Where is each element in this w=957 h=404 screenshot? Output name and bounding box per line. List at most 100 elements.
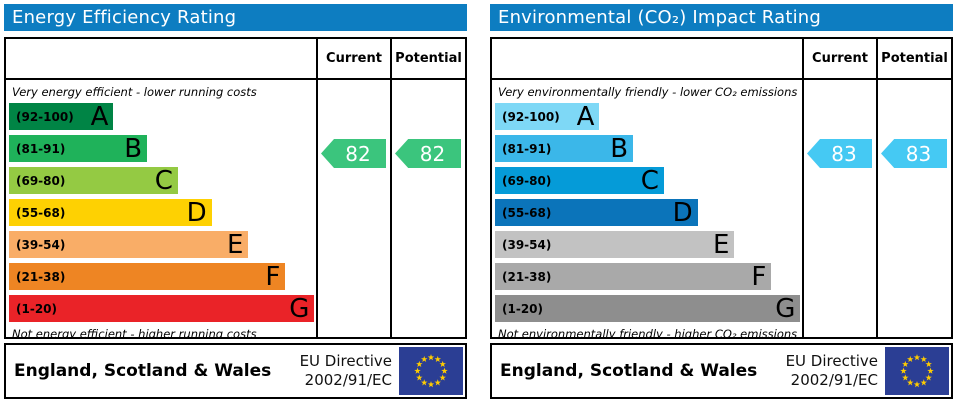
current-column-header: Current: [316, 39, 390, 78]
band-letter: F: [265, 261, 281, 292]
band-row-b: (81-91) B: [9, 135, 316, 162]
eu-directive-line1: EU Directive: [785, 352, 878, 371]
band-row-e: (39-54) E: [495, 231, 802, 258]
eu-directive-label: EU Directive 2002/91/EC: [300, 352, 392, 390]
band-letter: F: [751, 261, 767, 292]
band-row-d: (55-68) D: [495, 199, 802, 226]
band-row-e: (39-54) E: [9, 231, 316, 258]
energy-table-body: Very energy efficient - lower running co…: [6, 80, 465, 337]
band-letter: A: [90, 101, 109, 132]
energy-bottom-note: Not energy efficient - higher running co…: [12, 327, 257, 337]
eu-directive-line1: EU Directive: [299, 352, 392, 371]
eu-flag-icon: [885, 347, 949, 395]
environmental-band-c: (69-80) C: [495, 167, 664, 194]
band-letter: D: [672, 197, 693, 228]
band-range: (55-68): [16, 205, 66, 220]
energy-current-cell: 82: [316, 80, 390, 337]
eu-directive-line2: 2002/91/EC: [304, 371, 392, 389]
environmental-top-note: Very environmentally friendly - lower CO…: [498, 85, 798, 99]
band-row-c: (69-80) C: [495, 167, 802, 194]
band-row-c: (69-80) C: [9, 167, 316, 194]
band-letter: D: [186, 197, 207, 228]
environmental-table-body: Very environmentally friendly - lower CO…: [492, 80, 951, 337]
energy-potential-cell: 82: [390, 80, 465, 337]
band-range: (21-38): [502, 269, 552, 284]
environmental-current-value: 83: [831, 141, 857, 166]
energy-band-a: (92-100) A: [9, 101, 114, 132]
band-range: (55-68): [502, 205, 552, 220]
eu-directive-label: EU Directive 2002/91/EC: [786, 352, 878, 390]
energy-band-f: (21-38) F: [9, 261, 286, 292]
potential-column-header: Potential: [390, 39, 465, 78]
band-row-f: (21-38) F: [9, 263, 316, 290]
energy-current-rating-arrow: 82: [321, 139, 386, 168]
energy-panel-title: Energy Efficiency Rating: [4, 4, 467, 31]
environmental-current-rating-arrow: 83: [807, 139, 872, 168]
environmental-band-e: (39-54) E: [495, 229, 735, 260]
environmental-band-d: (55-68) D: [495, 199, 698, 226]
band-range: (92-100): [16, 109, 74, 124]
band-row-d: (55-68) D: [9, 199, 316, 226]
band-range: (1-20): [502, 301, 543, 316]
band-range: (39-54): [16, 237, 66, 252]
environmental-potential-cell: 83: [876, 80, 951, 337]
environmental-potential-rating-arrow: 83: [881, 139, 947, 168]
environmental-table-header: Current Potential: [492, 39, 951, 80]
energy-potential-value: 82: [419, 141, 446, 166]
band-range: (92-100): [502, 109, 560, 124]
band-range: (69-80): [502, 173, 552, 188]
band-row-b: (81-91) B: [495, 135, 802, 162]
environmental-footer: England, Scotland & Wales EU Directive 2…: [490, 343, 953, 399]
energy-efficiency-panel: Energy Efficiency Rating Current Potenti…: [4, 4, 467, 399]
band-letter: B: [610, 133, 629, 164]
empty-header-cell: [6, 39, 316, 78]
band-letter: C: [154, 165, 173, 196]
band-range: (81-91): [16, 141, 66, 156]
energy-top-note: Very energy efficient - lower running co…: [12, 85, 257, 99]
environmental-bottom-note: Not environmentally friendly - higher CO…: [498, 327, 798, 337]
energy-band-c: (69-80) C: [9, 167, 178, 194]
environmental-panel-title: Environmental (CO₂) Impact Rating: [490, 4, 953, 31]
band-range: (69-80): [16, 173, 66, 188]
energy-band-g: (1-20) G: [9, 293, 315, 324]
band-letter: E: [227, 229, 244, 260]
band-row-g: (1-20) G: [495, 295, 802, 322]
band-letter: G: [775, 293, 796, 324]
energy-band-chart: Very energy efficient - lower running co…: [6, 80, 316, 337]
environmental-band-b: (81-91) B: [495, 133, 634, 164]
eu-directive-line2: 2002/91/EC: [790, 371, 878, 389]
energy-band-b: (81-91) B: [9, 133, 148, 164]
band-letter: G: [289, 293, 310, 324]
energy-potential-rating-arrow: 82: [395, 139, 461, 168]
environmental-band-a: (92-100) A: [495, 101, 600, 132]
empty-header-cell: [492, 39, 802, 78]
region-label: England, Scotland & Wales: [14, 361, 272, 381]
potential-column-header: Potential: [876, 39, 951, 78]
region-label: England, Scotland & Wales: [500, 361, 758, 381]
environmental-current-cell: 83: [802, 80, 876, 337]
environmental-band-g: (1-20) G: [495, 293, 801, 324]
eu-flag-icon: [399, 347, 463, 395]
band-range: (39-54): [502, 237, 552, 252]
band-letter: E: [713, 229, 730, 260]
band-range: (1-20): [16, 301, 57, 316]
environmental-impact-panel: Environmental (CO₂) Impact Rating Curren…: [490, 4, 953, 399]
energy-current-value: 82: [345, 141, 371, 166]
environmental-potential-value: 83: [905, 141, 932, 166]
energy-footer: England, Scotland & Wales EU Directive 2…: [4, 343, 467, 399]
environmental-band-f: (21-38) F: [495, 261, 772, 292]
band-range: (81-91): [502, 141, 552, 156]
band-row-g: (1-20) G: [9, 295, 316, 322]
band-row-a: (92-100) A: [495, 103, 802, 130]
band-row-f: (21-38) F: [495, 263, 802, 290]
current-column-header: Current: [802, 39, 876, 78]
energy-band-d: (55-68) D: [9, 199, 212, 226]
energy-table-header: Current Potential: [6, 39, 465, 80]
band-letter: B: [124, 133, 143, 164]
environmental-band-chart: Very environmentally friendly - lower CO…: [492, 80, 802, 337]
energy-band-e: (39-54) E: [9, 229, 249, 260]
band-range: (21-38): [16, 269, 66, 284]
band-letter: C: [640, 165, 659, 196]
band-letter: A: [576, 101, 595, 132]
energy-rating-table: Current Potential Very energy efficient …: [4, 37, 467, 339]
